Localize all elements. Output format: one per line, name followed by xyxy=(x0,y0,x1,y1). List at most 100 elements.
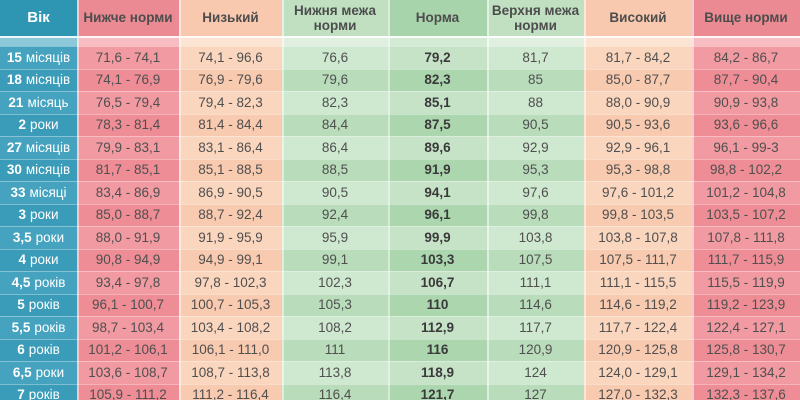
value-cell: 107,8 - 111,8 xyxy=(692,226,800,249)
age-number: 4,5 xyxy=(11,274,31,290)
value-cell: 118,9 xyxy=(388,361,487,384)
value-cell: 103,8 xyxy=(487,226,584,249)
value-cell: 90,5 xyxy=(487,113,584,136)
table-row: 3,5 роки 88,0 - 91,9 91,9 - 95,9 95,9 99,9 103… xyxy=(0,226,800,249)
value-cell: 95,3 - 98,8 xyxy=(584,158,692,181)
value-cell: 112,9 xyxy=(388,316,487,339)
value-cell: 124,0 - 129,1 xyxy=(584,361,692,384)
value-cell: 99,9 xyxy=(388,226,487,249)
age-number: 27 xyxy=(6,139,22,155)
value-cell: 90,5 xyxy=(282,181,388,204)
value-cell: 111,1 xyxy=(487,271,584,294)
value-cell: 83,1 - 86,4 xyxy=(179,136,282,159)
value-cell: 92,9 - 96,1 xyxy=(584,136,692,159)
table-row: 6 років 101,2 - 106,1 106,1 - 111,0 111 116 12… xyxy=(0,338,800,361)
value-cell: 106,7 xyxy=(388,271,487,294)
value-cell: 76,9 - 79,6 xyxy=(179,68,282,91)
value-cell: 114,6 xyxy=(487,293,584,316)
age-cell: 4,5 років xyxy=(0,271,77,294)
spacer-cell xyxy=(584,36,692,46)
value-cell: 86,4 xyxy=(282,136,388,159)
value-cell: 101,2 - 106,1 xyxy=(77,338,179,361)
value-cell: 124 xyxy=(487,361,584,384)
value-cell: 98,7 - 103,4 xyxy=(77,316,179,339)
header-above-norm: Вище норми xyxy=(692,0,800,36)
value-cell: 119,2 - 123,9 xyxy=(692,293,800,316)
table-row: 21 місяць 76,5 - 79,4 79,4 - 82,3 82,3 85,1 88… xyxy=(0,91,800,114)
value-cell: 99,8 xyxy=(487,203,584,226)
value-cell: 111,1 - 115,5 xyxy=(584,271,692,294)
header-age: Вік xyxy=(0,0,77,36)
value-cell: 117,7 xyxy=(487,316,584,339)
value-cell: 74,1 - 96,6 xyxy=(179,46,282,69)
value-cell: 117,7 - 122,4 xyxy=(584,316,692,339)
value-cell: 105,3 xyxy=(282,293,388,316)
table-row: 5,5 років 98,7 - 103,4 103,4 - 108,2 108,2 11… xyxy=(0,316,800,339)
header-row: Вік Нижче норми Низький Нижня межа норми… xyxy=(0,0,800,36)
age-unit: місяців xyxy=(25,72,71,88)
value-cell: 90,8 - 94,9 xyxy=(77,248,179,271)
spacer-cell xyxy=(179,36,282,46)
age-unit: років xyxy=(28,342,60,358)
age-cell: 33 місяці xyxy=(0,181,77,204)
value-cell: 111,2 - 116,4 xyxy=(179,383,282,400)
age-number: 5 xyxy=(17,297,25,313)
value-cell: 85,1 xyxy=(388,91,487,114)
age-cell: 6,5 роки xyxy=(0,361,77,384)
table-row: 33 місяці 83,4 - 86,9 86,9 - 90,5 90,5 94,1 97… xyxy=(0,181,800,204)
value-cell: 88 xyxy=(487,91,584,114)
table-row: 4 роки 90,8 - 94,9 94,9 - 99,1 99,1 103,3 107,… xyxy=(0,248,800,271)
age-cell: 5,5 років xyxy=(0,316,77,339)
value-cell: 103,8 - 107,8 xyxy=(584,226,692,249)
value-cell: 96,1 xyxy=(388,203,487,226)
value-cell: 103,5 - 107,2 xyxy=(692,203,800,226)
header-upper-limit: Верхня межа норми xyxy=(487,0,584,36)
value-cell: 103,6 - 108,7 xyxy=(77,361,179,384)
value-cell: 121,7 xyxy=(388,383,487,400)
age-unit: років xyxy=(28,297,60,313)
age-cell: 21 місяць xyxy=(0,91,77,114)
value-cell: 76,6 xyxy=(282,46,388,69)
age-unit: місяці xyxy=(29,184,67,200)
age-number: 18 xyxy=(6,72,22,88)
age-cell: 27 місяців xyxy=(0,136,77,159)
age-unit: роки xyxy=(35,364,65,380)
value-cell: 85,0 - 88,7 xyxy=(77,203,179,226)
age-unit: років xyxy=(34,274,66,290)
age-unit: роки xyxy=(30,252,59,268)
value-cell: 96,1 - 100,7 xyxy=(77,293,179,316)
age-cell: 30 місяців xyxy=(0,158,77,181)
table-row: 3 роки 85,0 - 88,7 88,7 - 92,4 92,4 96,1 99,8 9… xyxy=(0,203,800,226)
value-cell: 93,4 - 97,8 xyxy=(77,271,179,294)
age-cell: 6 років xyxy=(0,338,77,361)
spacer-cell xyxy=(282,36,388,46)
value-cell: 96,1 - 99-3 xyxy=(692,136,800,159)
value-cell: 89,6 xyxy=(388,136,487,159)
value-cell: 103,4 - 108,2 xyxy=(179,316,282,339)
age-unit: місяців xyxy=(25,49,71,65)
table-body: 15 місяців 71,6 - 74,1 74,1 - 96,6 76,6 79,2 8… xyxy=(0,46,800,400)
value-cell: 95,9 xyxy=(282,226,388,249)
age-cell: 3,5 роки xyxy=(0,226,77,249)
value-cell: 78,3 - 81,4 xyxy=(77,113,179,136)
age-cell: 18 місяців xyxy=(0,68,77,91)
value-cell: 81,4 - 84,4 xyxy=(179,113,282,136)
value-cell: 88,0 - 90,9 xyxy=(584,91,692,114)
table-row: 27 місяців 79,9 - 83,1 83,1 - 86,4 86,4 89,6 9… xyxy=(0,136,800,159)
age-number: 6 xyxy=(17,342,25,358)
value-cell: 129,1 - 134,2 xyxy=(692,361,800,384)
value-cell: 91,9 xyxy=(388,158,487,181)
table-row: 18 місяців 74,1 - 76,9 76,9 - 79,6 79,6 82,3 8… xyxy=(0,68,800,91)
age-cell: 7 років xyxy=(0,383,77,400)
value-cell: 120,9 - 125,8 xyxy=(584,338,692,361)
value-cell: 114,6 - 119,2 xyxy=(584,293,692,316)
value-cell: 120,9 xyxy=(487,338,584,361)
table-row: 7 років 105,9 - 111,2 111,2 - 116,4 116,4 121… xyxy=(0,383,800,400)
value-cell: 100,7 - 105,3 xyxy=(179,293,282,316)
value-cell: 90,5 - 93,6 xyxy=(584,113,692,136)
value-cell: 84,2 - 86,7 xyxy=(692,46,800,69)
value-cell: 81,7 - 84,2 xyxy=(584,46,692,69)
value-cell: 97,6 - 101,2 xyxy=(584,181,692,204)
value-cell: 107,5 xyxy=(487,248,584,271)
